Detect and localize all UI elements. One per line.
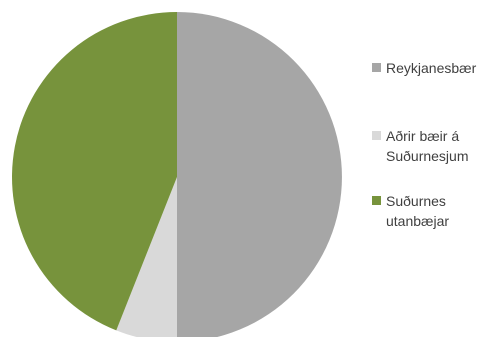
legend-swatch-reykjanesbaer — [372, 63, 381, 72]
pie-slice-adrir-baeir — [116, 177, 177, 337]
pie-plot — [12, 12, 342, 337]
pie-slice-sudurnes-utanbaejar — [12, 12, 178, 331]
legend-label-sudurnes-utanbaejar: Suðurnes utanbæjar — [386, 193, 450, 229]
legend-item-adrir-baeir: Aðrir bæir á Suðurnesjum — [372, 126, 469, 166]
legend-label-adrir-baeir: Aðrir bæir á Suðurnesjum — [386, 128, 469, 164]
legend-item-reykjanesbaer: Reykjanesbær — [372, 58, 476, 78]
legend-swatch-sudurnes-utanbaejar — [372, 196, 381, 205]
legend: Reykjanesbær Aðrir bæir á Suðurnesjum Su… — [372, 0, 496, 337]
legend-item-sudurnes-utanbaejar: Suðurnes utanbæjar — [372, 191, 449, 231]
pie-slice-reykjanesbaer — [177, 12, 342, 337]
legend-label-reykjanesbaer: Reykjanesbær — [386, 60, 477, 76]
legend-swatch-adrir-baeir — [372, 131, 381, 140]
